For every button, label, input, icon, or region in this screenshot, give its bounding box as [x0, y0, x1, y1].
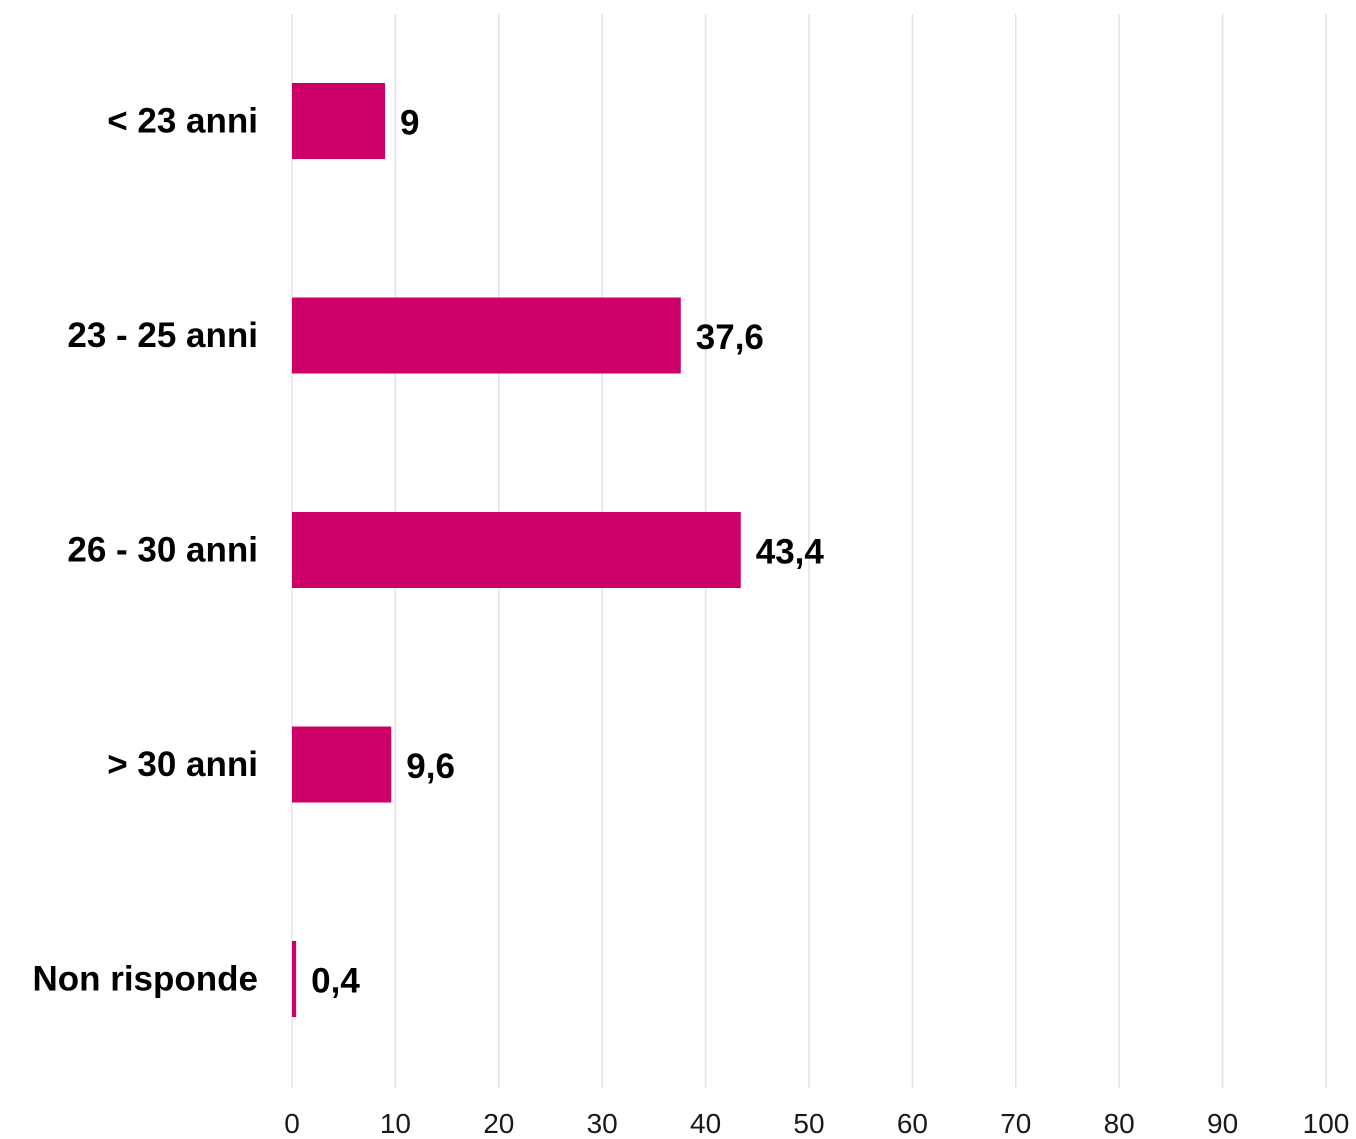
x-tick-label: 20 — [483, 1108, 514, 1139]
data-label: 9,6 — [406, 747, 455, 786]
category-label: 26 - 30 anni — [67, 531, 258, 570]
x-tick-label: 0 — [284, 1108, 300, 1139]
x-tick-label: 50 — [793, 1108, 824, 1139]
data-label: 43,4 — [756, 533, 825, 572]
bar — [292, 941, 297, 1017]
category-labels: < 23 anni 23 - 25 anni 26 - 30 anni > 30 an… — [32, 102, 258, 999]
x-axis-tick-labels: 0 10 20 30 40 50 60 70 80 90 100 — [284, 1108, 1349, 1139]
x-tick-label: 30 — [587, 1108, 618, 1139]
bar — [292, 83, 386, 159]
value-labels: 9 37,6 43,4 9,6 0,4 — [311, 104, 824, 1001]
data-label: 0,4 — [311, 962, 360, 1001]
x-tick-label: 60 — [897, 1108, 928, 1139]
category-label: 23 - 25 anni — [67, 316, 258, 355]
x-tick-label: 40 — [690, 1108, 721, 1139]
x-tick-label: 10 — [380, 1108, 411, 1139]
x-tick-label: 70 — [1000, 1108, 1031, 1139]
data-label: 37,6 — [696, 318, 764, 357]
x-tick-label: 80 — [1104, 1108, 1135, 1139]
x-tick-label: 90 — [1207, 1108, 1238, 1139]
category-label: Non risponde — [32, 960, 258, 999]
category-label: > 30 anni — [107, 745, 258, 784]
x-tick-label: 100 — [1303, 1108, 1350, 1139]
category-label: < 23 anni — [107, 102, 258, 141]
data-label: 9 — [400, 104, 419, 143]
bar — [292, 297, 681, 374]
bars — [292, 83, 741, 1017]
bar — [292, 726, 392, 803]
bar — [292, 512, 741, 588]
